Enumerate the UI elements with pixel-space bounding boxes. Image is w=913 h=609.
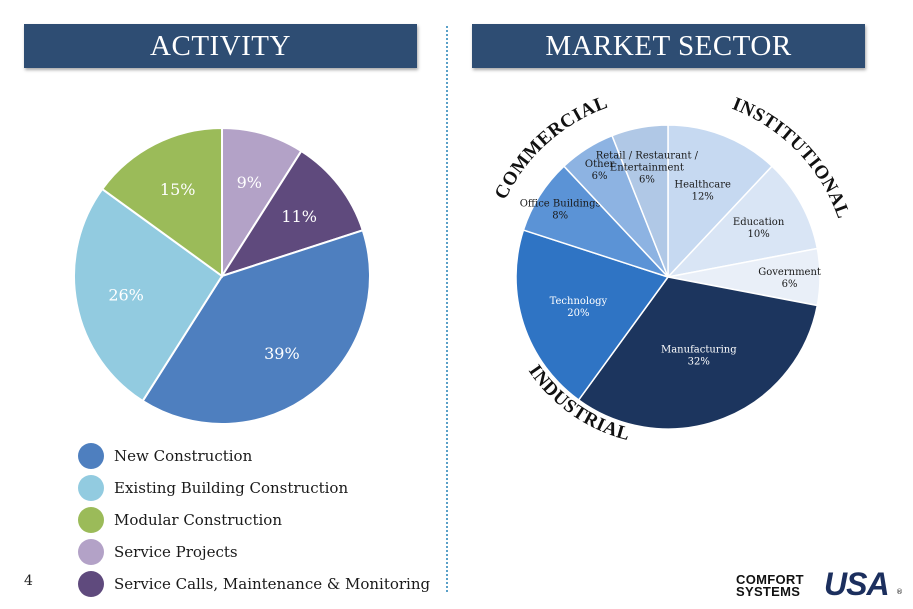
activity-label-service-calls-maintenance-monitoring: 11%	[281, 207, 317, 226]
activity-slice-service-calls-maintenance-monitoring	[219, 149, 365, 278]
sector-slice-healthcare	[667, 124, 774, 279]
sector-value-healthcare: 12%	[692, 191, 714, 202]
sector-value-technology: 20%	[567, 308, 589, 319]
logo-wordmark: COMFORT SYSTEMS	[736, 572, 804, 599]
activity-label-service-projects: 9%	[237, 173, 262, 192]
sector-slice-retail-restaurant-entertainment	[611, 124, 669, 278]
market-sector-pie: Healthcare12%Education10%Government6%Man…	[515, 124, 821, 430]
activity-slice-service-projects	[221, 126, 303, 280]
activity-legend: New Construction Existing Building Constr…	[78, 440, 430, 600]
legend-swatch	[78, 475, 104, 501]
legend-item-modular-construction: Modular Construction	[78, 504, 430, 536]
legend-swatch	[78, 443, 104, 469]
legend-label: New Construction	[114, 447, 253, 465]
sector-value-retail-restaurant-entertainment: 6%	[639, 175, 655, 186]
legend-swatch	[78, 507, 104, 533]
activity-pie: 9% 11% 39% 26% 15%	[73, 126, 371, 425]
legend-swatch	[78, 571, 104, 597]
page-number: 4	[24, 573, 33, 589]
legend-item-service-projects: Service Projects	[78, 536, 430, 568]
sector-label-manufacturing: Manufacturing	[661, 345, 737, 356]
sector-value-other: 6%	[592, 171, 608, 182]
legend-item-existing-building-construction: Existing Building Construction	[78, 472, 430, 504]
sector-label-government: Government	[758, 267, 821, 278]
legend-label: Modular Construction	[114, 511, 282, 529]
sector-value-government: 6%	[782, 279, 798, 290]
company-logo: COMFORT SYSTEMS USA ®	[736, 566, 903, 604]
legend-item-service-calls-maintenance-monitoring: Service Calls, Maintenance & Monitoring	[78, 568, 430, 600]
activity-title: ACTIVITY	[150, 29, 291, 62]
sector-label-office-buildings: Office Buildings	[520, 199, 601, 210]
legend-label: Existing Building Construction	[114, 479, 349, 497]
sector-label-retail-restaurant-entertainment: Retail / Restaurant /	[596, 151, 699, 162]
sector-slice-manufacturing	[577, 276, 819, 430]
sector-slice-technology	[515, 229, 670, 402]
activity-label-new-construction: 39%	[264, 344, 300, 363]
sector-value-manufacturing: 32%	[688, 357, 710, 368]
logo-line2: SYSTEMS	[736, 584, 801, 599]
sector-value-education: 10%	[747, 229, 769, 240]
sector-label-retail-restaurant-entertainment: Entertainment	[610, 163, 684, 174]
legend-label: Service Projects	[114, 543, 238, 561]
activity-label-modular-construction: 15%	[160, 180, 196, 199]
sector-label-education: Education	[733, 217, 785, 228]
logo-usa-mark: USA	[824, 566, 890, 602]
market-sector-banner: MARKET SECTOR	[472, 24, 865, 68]
market-sector-title: MARKET SECTOR	[545, 29, 792, 62]
sector-value-office-buildings: 8%	[552, 211, 568, 222]
logo-line1: COMFORT	[736, 572, 804, 587]
activity-slice-new-construction	[141, 229, 371, 425]
activity-banner: ACTIVITY	[24, 24, 417, 68]
sector-label-technology: Technology	[550, 296, 608, 307]
sector-slice-education	[665, 165, 819, 279]
activity-slice-modular-construction	[100, 126, 223, 278]
legend-label: Service Calls, Maintenance & Monitoring	[114, 575, 431, 593]
sector-label-healthcare: Healthcare	[674, 179, 731, 190]
logo-registered: ®	[896, 588, 903, 596]
activity-label-existing-building-construction: 26%	[108, 285, 144, 304]
legend-item-new-construction: New Construction	[78, 440, 430, 472]
activity-slice-existing-building-construction	[73, 187, 224, 403]
sector-label-other: Other	[585, 159, 615, 170]
vertical-divider	[446, 26, 448, 592]
legend-swatch	[78, 539, 104, 565]
